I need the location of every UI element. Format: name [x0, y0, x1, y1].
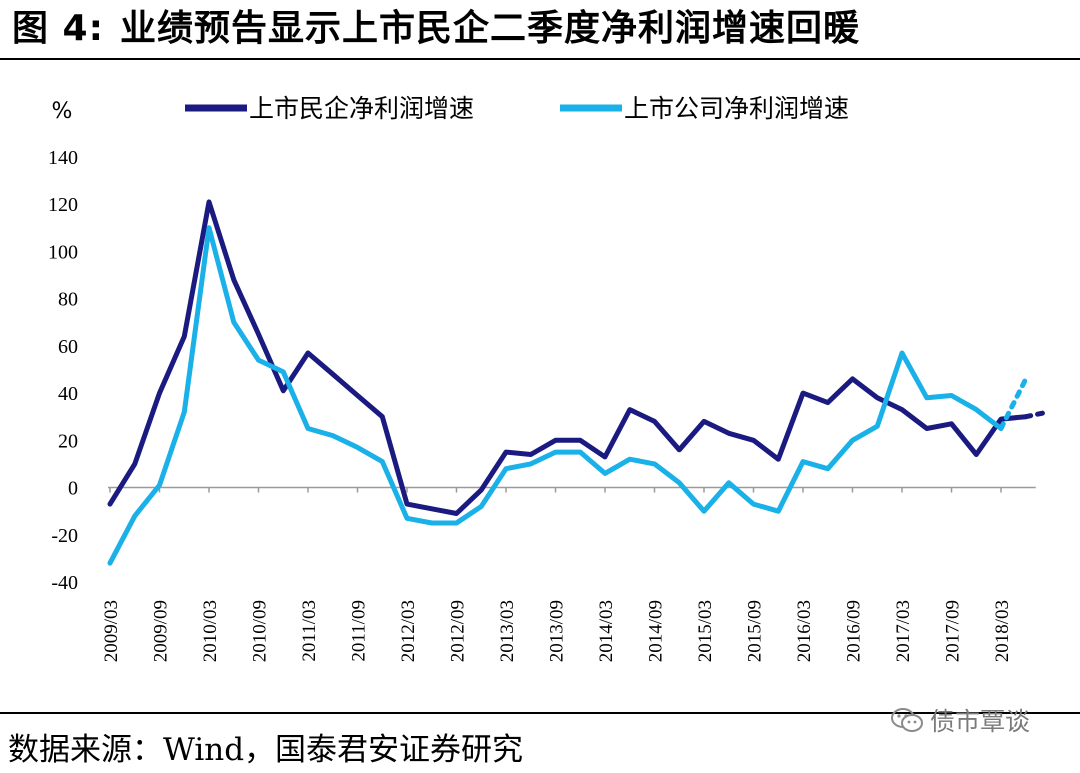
x-tick-label: 2014/09	[646, 600, 667, 662]
series-forecast-1	[1023, 409, 1051, 420]
figure-title-text: 业绩预告显示上市民企二季度净利润增速回暖	[119, 8, 860, 49]
x-tick-label: 2016/03	[794, 600, 815, 662]
figure-label: 图 4:	[12, 8, 104, 49]
y-tick-label: 40	[58, 383, 78, 405]
wechat-icon	[891, 708, 923, 732]
series-line-1	[107, 199, 1029, 516]
source-body: Wind，国泰君安证券研究	[163, 732, 524, 768]
x-tick-label: 2015/03	[695, 600, 716, 662]
x-tick-label: 2011/03	[299, 600, 320, 662]
x-tick-label: 2015/09	[745, 600, 766, 662]
series-forecast-2	[998, 374, 1030, 431]
x-tick-label: 2016/09	[844, 600, 865, 662]
x-tick-label: 2010/03	[200, 600, 221, 662]
y-tick-label: -40	[51, 572, 78, 594]
y-tick-label: 100	[48, 241, 78, 263]
source-prefix: 数据来源：	[8, 732, 163, 768]
y-tick-label: 20	[58, 430, 78, 452]
x-tick-label: 2013/03	[497, 600, 518, 662]
y-tick-label: 80	[58, 289, 78, 311]
line-chart: % 140 120 100 80 60 40 20 0 -20 -40 2009/03 2009/09 2…	[48, 94, 1051, 662]
x-tick-label: 2009/03	[101, 600, 122, 662]
x-tick-label: 2012/09	[448, 600, 469, 662]
x-tick-label: 2009/09	[151, 600, 172, 662]
x-tick-label: 2014/03	[596, 600, 617, 662]
source-note: 数据来源：Wind，国泰君安证券研究	[8, 724, 523, 769]
series-line-2	[107, 225, 1004, 566]
x-tick-label: 2013/09	[547, 600, 568, 662]
watermark: 债市覃谈	[890, 702, 1030, 738]
y-tick-label: 140	[48, 147, 78, 169]
y-tick-label: 0	[68, 478, 78, 500]
y-tick-label: 120	[48, 194, 78, 216]
x-tick-label: 2011/09	[349, 600, 370, 662]
watermark-text: 债市覃谈	[930, 707, 1031, 736]
x-tick-label: 2018/03	[992, 600, 1013, 662]
y-tick-label: -20	[51, 525, 78, 547]
y-tick-label: 60	[58, 336, 78, 358]
y-axis-label: %	[52, 99, 73, 124]
x-tick-label: 2010/09	[250, 600, 271, 662]
x-tick-label: 2017/09	[943, 600, 964, 662]
top-rule	[0, 58, 1080, 60]
legend-label-1: 上市民企净利润增速	[249, 94, 474, 123]
legend-label-2: 上市公司净利润增速	[624, 94, 849, 123]
bottom-rule	[0, 712, 1080, 714]
x-tick-label: 2012/03	[398, 600, 419, 662]
figure-title: 图 4: 业绩预告显示上市民企二季度净利润增速回暖	[12, 2, 860, 56]
x-tick-label: 2017/03	[893, 600, 914, 662]
